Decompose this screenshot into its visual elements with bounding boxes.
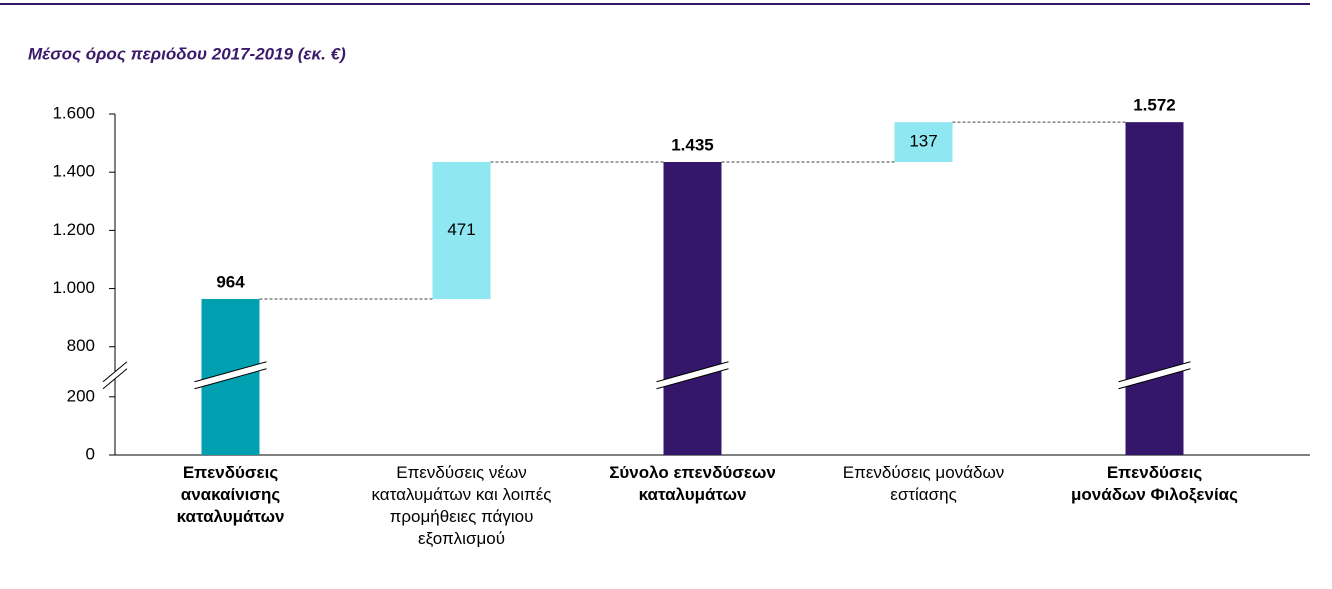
y-tick-label: 1.000: [52, 278, 95, 297]
x-tick-label: Επενδύσεις μονάδων Φιλοξενίας: [1071, 463, 1238, 504]
axis-break-line: [1118, 368, 1191, 390]
bar: [432, 162, 491, 300]
bar: [894, 122, 953, 163]
axis-break-line: [656, 368, 729, 390]
x-tick-label: Επενδύσεις μονάδων εστίασης: [842, 463, 1005, 504]
axis-break: [656, 361, 729, 389]
axis-break-line: [1118, 361, 1191, 383]
axis-break-line: [102, 361, 128, 383]
axis-break: [1118, 361, 1191, 389]
value-label: 471: [447, 220, 475, 239]
x-tick-label: Σύνολο επενδύσεων καταλυμάτων: [609, 463, 776, 504]
chart-title: Μέσος όρος περιόδου 2017-2019 (εκ. €): [28, 44, 346, 63]
y-tick-label: 1.200: [52, 220, 95, 239]
x-tick-label: Επενδύσεις νέων καταλυμάτων και λοιπές π…: [371, 463, 552, 548]
value-label: 137: [909, 132, 937, 151]
axis-break: [194, 361, 267, 389]
y-tick-label: 1.600: [52, 103, 95, 122]
bar: [663, 162, 722, 455]
axis-break-line: [656, 361, 729, 383]
axis-break: [103, 361, 127, 389]
value-label: 964: [216, 273, 245, 292]
y-tick-label: 200: [67, 386, 95, 405]
bar: [1125, 122, 1184, 455]
y-tick-label: 1.400: [52, 162, 95, 181]
axis-break-line: [194, 368, 267, 390]
value-label: 1.572: [1133, 96, 1176, 115]
y-tick-label: 800: [67, 336, 95, 355]
y-tick-label: 0: [86, 444, 95, 463]
x-tick-label: Επενδύσεις ανακαίνισης καταλυμάτων: [176, 463, 285, 526]
axis-break-line: [194, 361, 267, 383]
axis-break-line: [102, 368, 128, 390]
value-label: 1.435: [671, 135, 714, 154]
